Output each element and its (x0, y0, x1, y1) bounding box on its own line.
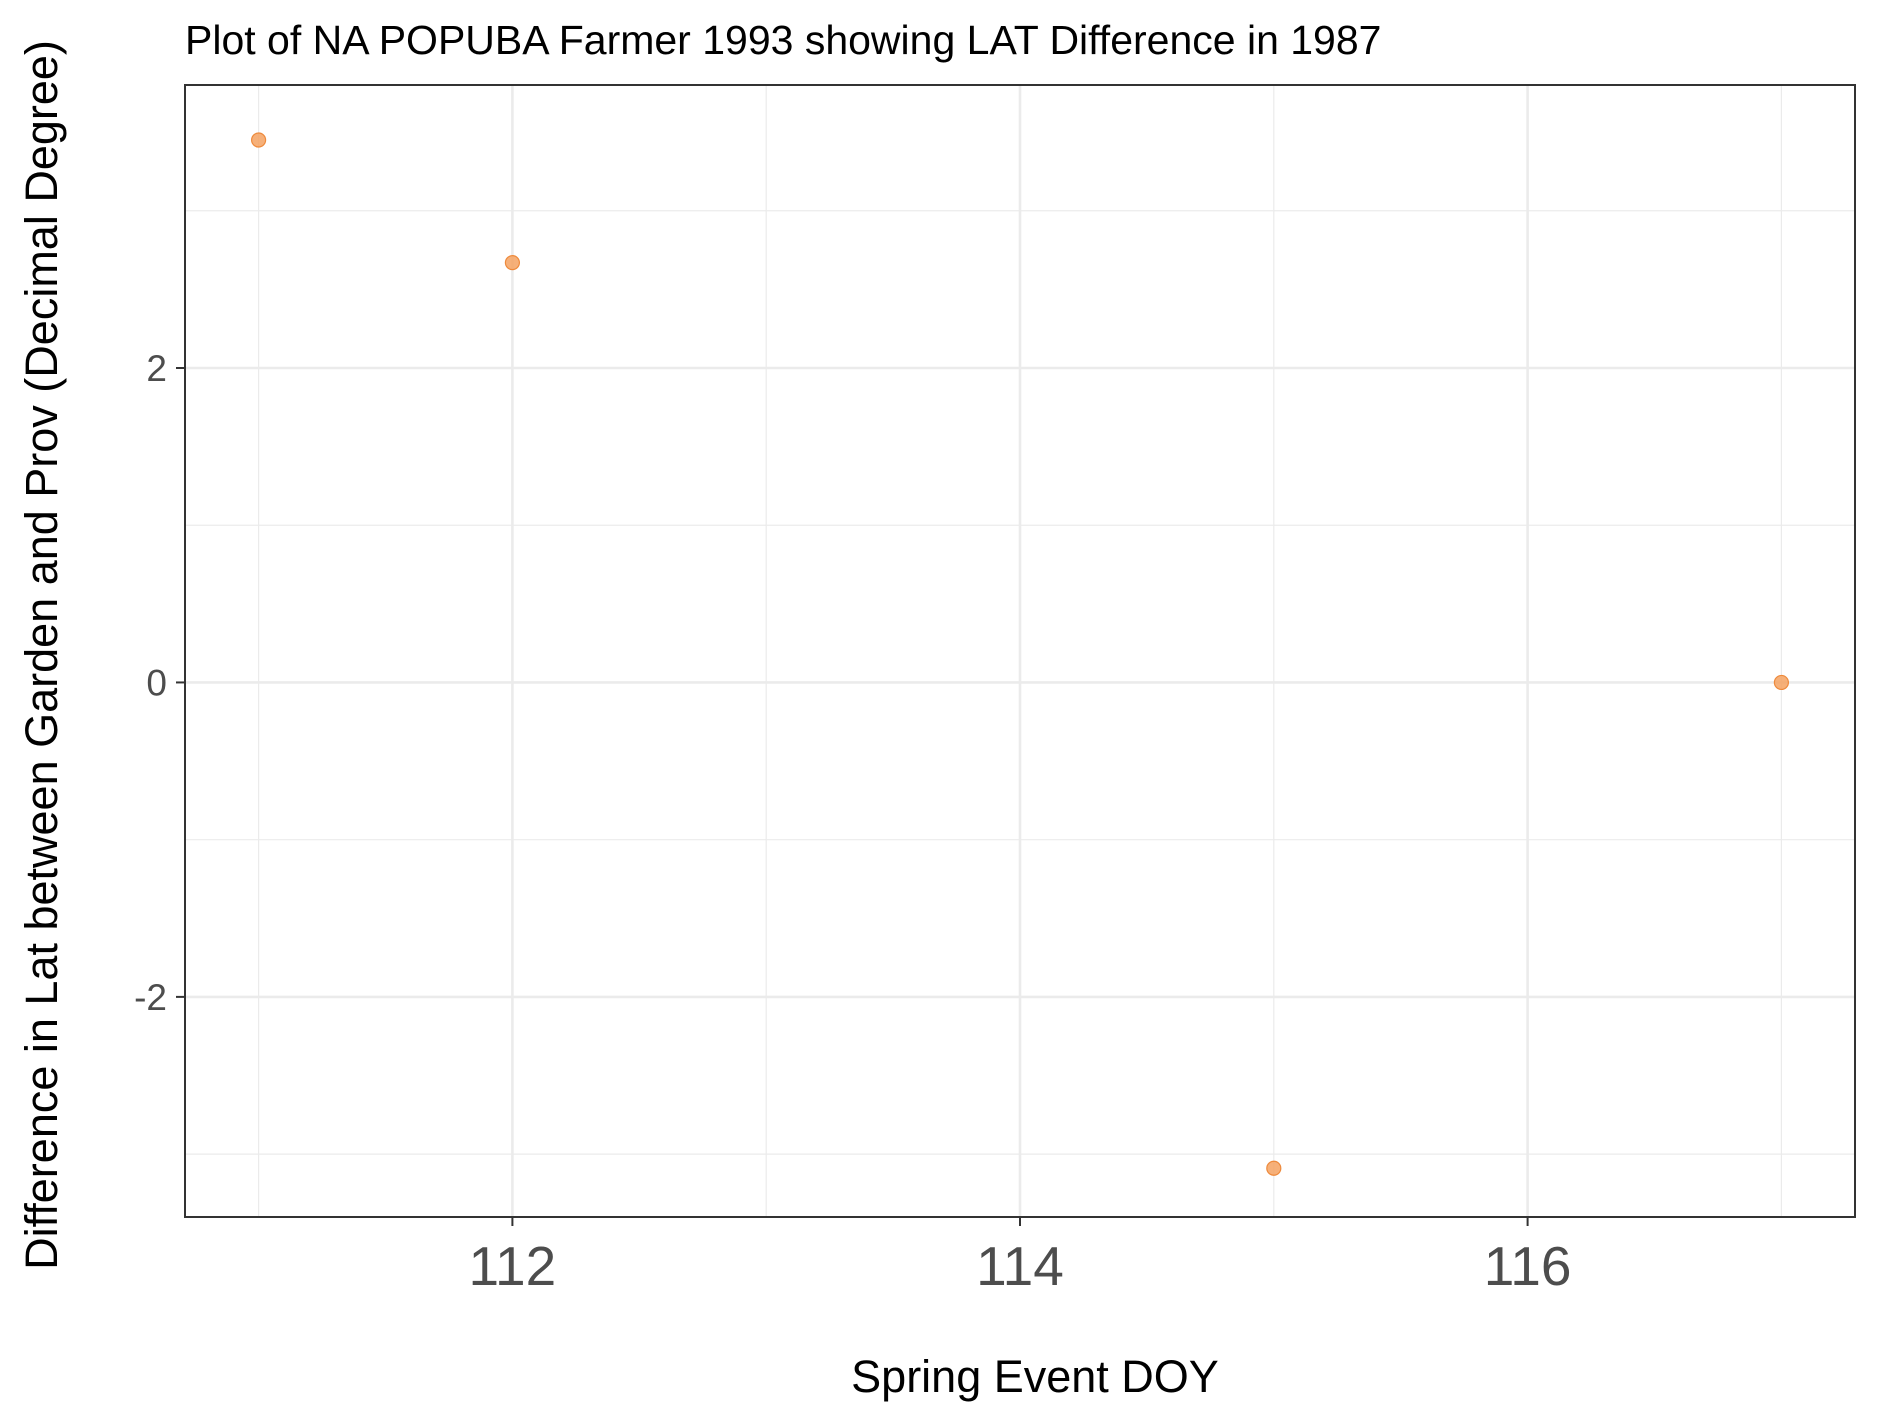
plot-area (184, 84, 1856, 1218)
y-tick-label: -2 (134, 977, 167, 1018)
data-points (251, 132, 1789, 1176)
data-point (1773, 674, 1789, 691)
x-tick-label: 114 (976, 1235, 1064, 1297)
y-tick-label: 2 (146, 348, 167, 389)
y-axis-title: Difference in Lat between Garden and Pro… (16, 40, 67, 1270)
x-axis-title: Spring Event DOY (851, 1351, 1219, 1402)
data-point (1266, 1160, 1282, 1176)
major-gridlines (185, 85, 1855, 1217)
y-axis-ticks: -2 0 2 (134, 348, 185, 1018)
x-tick-label: 112 (469, 1235, 557, 1297)
data-point (504, 255, 521, 271)
x-tick-label: 116 (1484, 1235, 1572, 1297)
data-point (251, 132, 267, 148)
y-tick-label: 0 (146, 662, 167, 703)
chart-title: Plot of NA POPUBA Farmer 1993 showing LA… (185, 17, 1381, 63)
x-axis-ticks: 112 114 116 (469, 1217, 1572, 1297)
